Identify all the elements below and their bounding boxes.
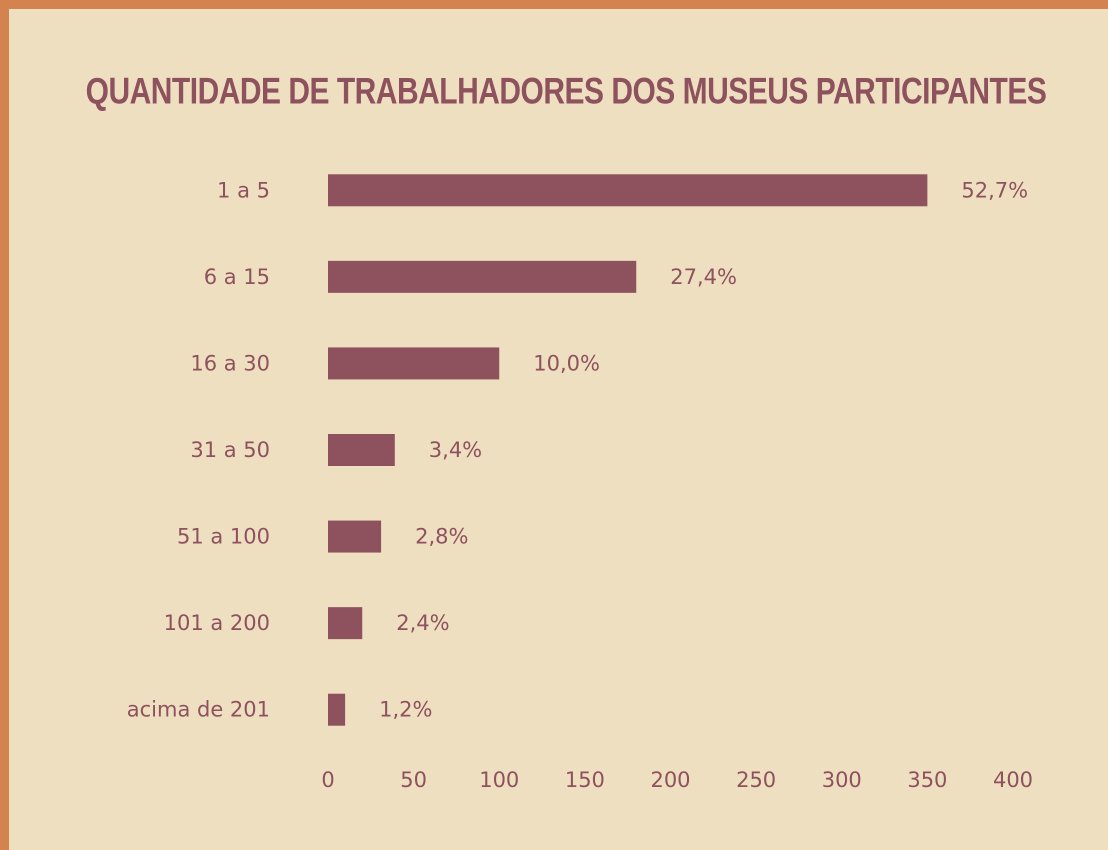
bar (328, 434, 395, 466)
panel (9, 9, 1108, 850)
x-tick-label: 100 (479, 768, 519, 792)
chart-title: QUANTIDADE DE TRABALHADORES DOS MUSEUS P… (86, 71, 1047, 113)
bar (328, 174, 928, 207)
x-tick-label: 250 (736, 768, 776, 792)
y-tick-label: 51 a 100 (177, 525, 270, 549)
x-tick-label: 50 (400, 768, 427, 792)
y-tick-label: 16 a 30 (190, 351, 270, 375)
x-tick-label: 400 (993, 768, 1033, 792)
y-tick-label: 31 a 50 (190, 438, 270, 462)
bar (328, 260, 637, 293)
y-tick-label: 101 a 200 (164, 611, 270, 635)
x-tick-label: 300 (822, 768, 862, 792)
x-tick-label: 350 (907, 768, 947, 792)
bar (328, 520, 382, 553)
x-tick-label: 150 (565, 768, 605, 792)
value-label: 52,7% (961, 178, 1028, 202)
bar (328, 693, 346, 726)
value-label: 10,0% (533, 351, 600, 375)
value-label: 3,4% (429, 438, 482, 462)
x-tick-label: 200 (650, 768, 690, 792)
bar (328, 607, 363, 640)
y-tick-label: 1 a 5 (217, 178, 270, 202)
value-label: 2,4% (396, 611, 449, 635)
y-tick-label: acima de 201 (127, 698, 270, 722)
y-tick-label: 6 a 15 (204, 265, 270, 289)
bar (328, 347, 500, 380)
value-label: 27,4% (670, 265, 737, 289)
value-label: 2,8% (415, 525, 468, 549)
x-tick-label: 0 (321, 768, 334, 792)
value-label: 1,2% (379, 698, 432, 722)
